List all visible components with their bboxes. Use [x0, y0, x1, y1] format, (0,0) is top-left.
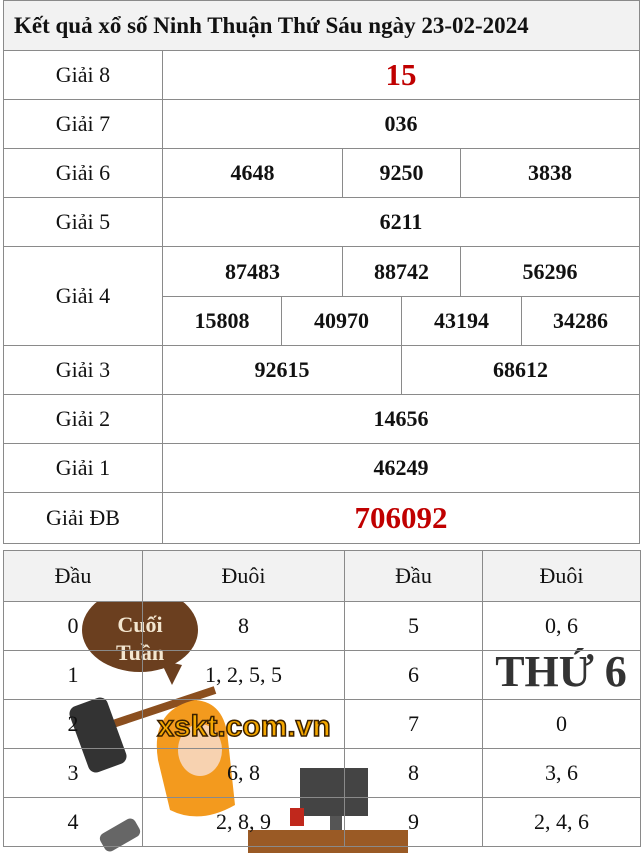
loto-tail-cell: 1, 2, 5, 5: [142, 650, 345, 700]
loto-tail-cell: [482, 650, 641, 700]
loto-head-cell: 7: [344, 699, 483, 749]
prize-number: 34286: [521, 296, 640, 346]
loto-head-cell: 8: [344, 748, 483, 798]
prize-number: 6211: [162, 197, 640, 247]
loto-head-cell: 6: [344, 650, 483, 700]
loto-header: Đầu: [344, 550, 483, 602]
loto-tail-cell: 2, 4, 6: [482, 797, 641, 847]
prize-number: 92615: [162, 345, 402, 395]
loto-head-cell: 0: [3, 601, 143, 651]
prize-number: 9250: [342, 148, 461, 198]
prize-number: 68612: [401, 345, 640, 395]
prize-label: Giải 3: [3, 345, 163, 395]
loto-tail-cell: 3, 6: [482, 748, 641, 798]
loto-head-cell: 2: [3, 699, 143, 749]
prize-number: 15808: [162, 296, 282, 346]
prize-label: Giải 6: [3, 148, 163, 198]
prize-number: 14656: [162, 394, 640, 444]
prize-number: 3838: [460, 148, 640, 198]
loto-tail-cell: [142, 699, 345, 749]
prize-number: 46249: [162, 443, 640, 493]
prize-label: Giải 2: [3, 394, 163, 444]
prize-number: 43194: [401, 296, 522, 346]
loto-head-cell: 5: [344, 601, 483, 651]
loto-head-cell: 9: [344, 797, 483, 847]
prize-label: Giải ĐB: [3, 492, 163, 544]
prize-number: 88742: [342, 246, 461, 297]
loto-tail-cell: 0, 6: [482, 601, 641, 651]
prize-label: Giải 4: [3, 246, 163, 346]
loto-tail-cell: 0: [482, 699, 641, 749]
loto-tail-cell: 2, 8, 9: [142, 797, 345, 847]
loto-head-cell: 1: [3, 650, 143, 700]
loto-tail-cell: 6, 8: [142, 748, 345, 798]
loto-tail-cell: 8: [142, 601, 345, 651]
prize-label: Giải 8: [3, 50, 163, 100]
prize-number: 4648: [162, 148, 343, 198]
prize-label: Giải 1: [3, 443, 163, 493]
prize-number: 87483: [162, 246, 343, 297]
prize-number: 56296: [460, 246, 640, 297]
page-title: Kết quả xổ số Ninh Thuận Thứ Sáu ngày 23…: [3, 0, 640, 51]
loto-head-cell: 4: [3, 797, 143, 847]
loto-head-cell: 3: [3, 748, 143, 798]
special-prize-number: 706092: [162, 492, 640, 544]
prize-8-number: 15: [162, 50, 640, 100]
loto-header: Đuôi: [482, 550, 641, 602]
prize-number: 036: [162, 99, 640, 149]
prize-label: Giải 7: [3, 99, 163, 149]
prize-label: Giải 5: [3, 197, 163, 247]
loto-header: Đuôi: [142, 550, 345, 602]
loto-header: Đầu: [3, 550, 143, 602]
prize-number: 40970: [281, 296, 402, 346]
